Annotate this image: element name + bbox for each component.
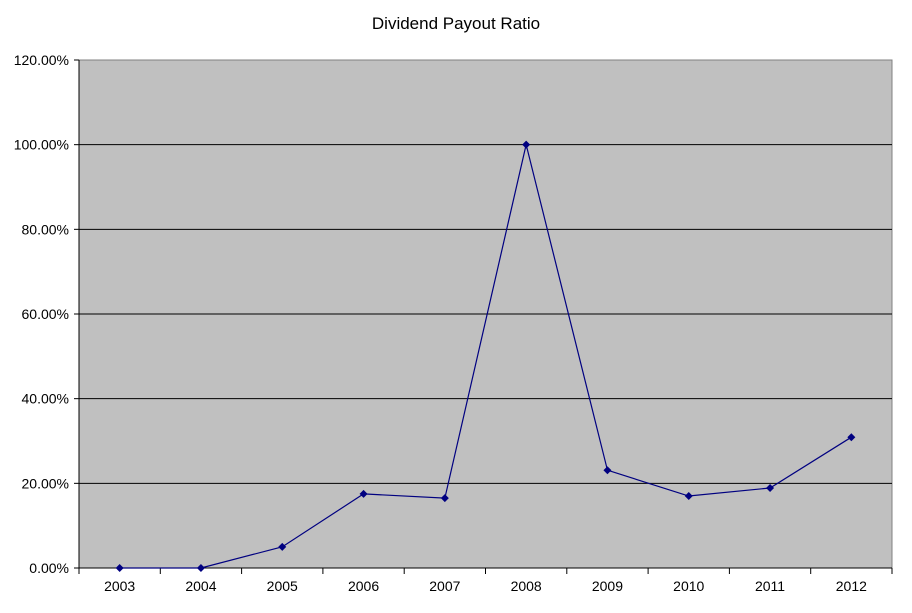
- y-tick-label: 60.00%: [22, 306, 69, 322]
- x-tick-label: 2011: [755, 578, 785, 594]
- series-line: [119, 144, 852, 569]
- data-point-marker: [603, 466, 612, 475]
- y-tick-label: 80.00%: [22, 221, 69, 237]
- y-tick-label: 20.00%: [22, 475, 69, 491]
- data-point-marker: [522, 140, 531, 149]
- y-tick-label: 0.00%: [29, 560, 69, 576]
- data-point-marker: [278, 542, 287, 551]
- data-point-marker: [684, 492, 693, 501]
- data-point-marker: [766, 483, 775, 492]
- x-tick-label: 2012: [836, 578, 867, 594]
- x-tick-label: 2009: [592, 578, 623, 594]
- chart-title: Dividend Payout Ratio: [371, 14, 541, 33]
- y-tick-label: 40.00%: [22, 391, 69, 407]
- x-tick-label: 2007: [429, 578, 460, 594]
- data-point-marker: [115, 564, 124, 572]
- data-point-marker: [440, 494, 449, 503]
- y-tick-label: 100.00%: [14, 137, 69, 153]
- x-tick-label: 2003: [104, 578, 135, 594]
- data-point-marker: [847, 433, 856, 442]
- y-tick-label: 120.00%: [14, 52, 69, 68]
- data-point-marker: [359, 489, 368, 498]
- x-tick-label: 2004: [185, 578, 216, 594]
- x-tick-label: 2008: [511, 578, 542, 594]
- x-tick-label: 2005: [267, 578, 298, 594]
- data-point-marker: [196, 564, 205, 572]
- x-tick-label: 2006: [348, 578, 379, 594]
- x-tick-label: 2010: [673, 578, 704, 594]
